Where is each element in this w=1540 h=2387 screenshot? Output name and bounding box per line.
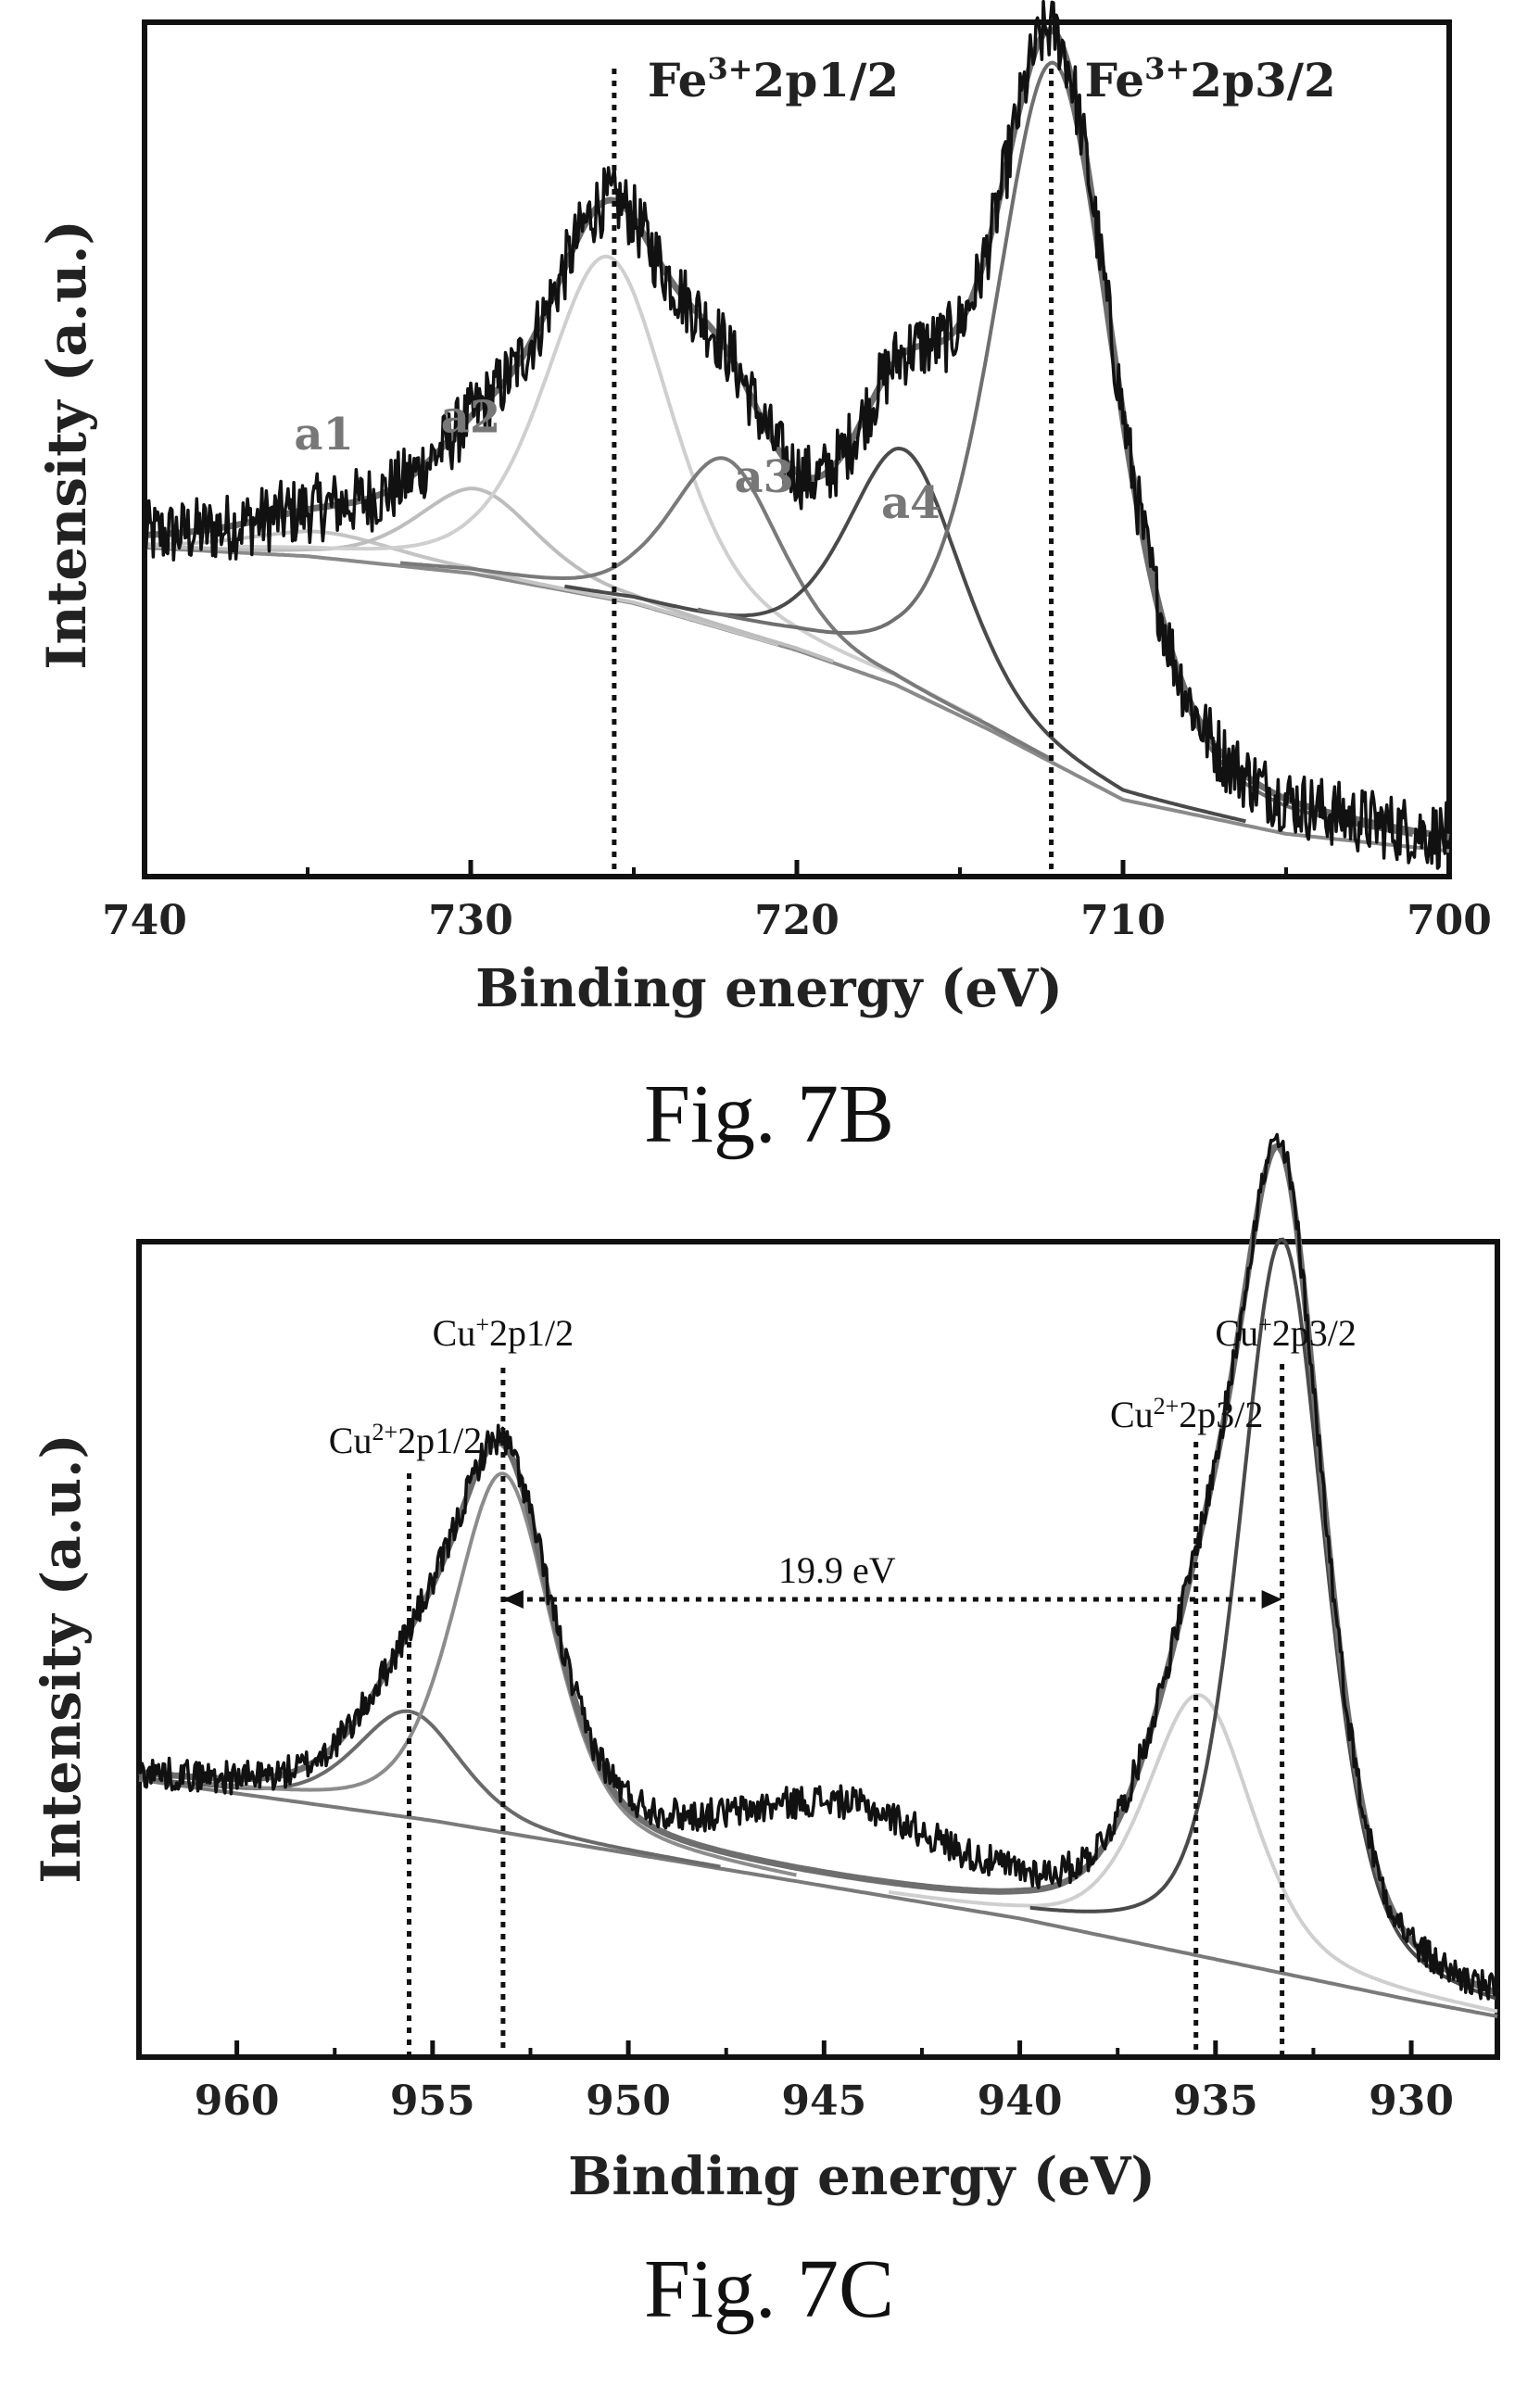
chart-fig-7b: Fe3+2p1/2 Fe3+2p3/2 740 730 720 710 700 a1 a2a… bbox=[35, 0, 1492, 1160]
curves-group-7b bbox=[143, 0, 1451, 870]
x-tick-label-1-5: 935 bbox=[1173, 2078, 1258, 2125]
x-axis-ticks-7b: 740 730 720 710 700 bbox=[102, 860, 1492, 944]
x-axis-label-7c: Binding energy (eV) bbox=[568, 2146, 1155, 2207]
component-label-a2: a2 bbox=[441, 392, 501, 444]
x-tick-label-1-6: 930 bbox=[1369, 2078, 1454, 2125]
x-tick-label-0-1: 730 bbox=[428, 897, 513, 944]
component-label-a4: a4 bbox=[881, 477, 941, 529]
x-tick-label-0-2: 720 bbox=[754, 897, 839, 944]
fit-component-0-5 bbox=[564, 446, 1246, 824]
splitting-annotation-7c: 19.9 eV bbox=[502, 1549, 1282, 1609]
x-tick-label-1-2: 950 bbox=[586, 2078, 671, 2125]
fit-component-0-3 bbox=[233, 254, 983, 723]
curves-group-7c bbox=[137, 1132, 1499, 2018]
fit-component-0-4 bbox=[399, 456, 1052, 761]
fit-component-0-2 bbox=[144, 486, 835, 663]
fit-component-1-2 bbox=[209, 1471, 797, 1877]
splitting-arrowhead-left bbox=[502, 1590, 524, 1609]
x-axis-ticks-7c: 960 955 950 945 940 935 930 bbox=[137, 2040, 1454, 2125]
figure-caption-7c: Fig. 7C bbox=[644, 2243, 894, 2335]
reference-lines-7b: Fe3+2p1/2 Fe3+2p3/2 bbox=[612, 51, 1336, 877]
splitting-arrowhead-right bbox=[1261, 1590, 1282, 1609]
peak-label-7b-1: Fe3+2p1/2 bbox=[648, 51, 899, 107]
chart-fig-7c: Cu2+2p1/2 Cu+2p1/2 Cu2+2p3/2 Cu+2p3/2 960 95… bbox=[30, 1132, 1500, 2335]
x-tick-label-0-3: 710 bbox=[1080, 897, 1166, 944]
peak-label-7c-3: Cu2+2p3/2 bbox=[1110, 1393, 1263, 1436]
peak-label-7c-1: Cu2+2p1/2 bbox=[329, 1419, 482, 1462]
plot-frame-7c bbox=[136, 1239, 1500, 2060]
x-tick-label-0-4: 700 bbox=[1407, 897, 1492, 944]
component-labels-7b: a1 a2 a3 a4 bbox=[294, 392, 940, 529]
x-tick-label-1-0: 960 bbox=[195, 2078, 280, 2125]
splitting-value-label: 19.9 eV bbox=[778, 1549, 896, 1591]
y-axis-label-7c: Intensity (a.u.) bbox=[30, 1433, 93, 1884]
y-axis-label-7b: Intensity (a.u.) bbox=[35, 220, 98, 670]
fit-component-1-4 bbox=[1029, 1237, 1498, 2001]
peak-label-7c-2: Cu+2p1/2 bbox=[433, 1311, 574, 1355]
figure-caption-7b: Fig. 7B bbox=[644, 1068, 894, 1160]
component-label-a1: a1 bbox=[294, 409, 354, 461]
x-axis-label-7b: Binding energy (eV) bbox=[475, 958, 1063, 1019]
reference-lines-7c: Cu2+2p1/2 Cu+2p1/2 Cu2+2p3/2 Cu+2p3/2 bbox=[329, 1311, 1357, 2057]
fit-component-1-3 bbox=[888, 1693, 1498, 2014]
background-curve-1 bbox=[138, 1777, 1498, 2018]
peak-label-7b-2: Fe3+2p3/2 bbox=[1085, 51, 1336, 107]
raw-data-trace-1 bbox=[137, 1132, 1499, 2004]
peak-label-7c-4: Cu+2p3/2 bbox=[1215, 1311, 1356, 1355]
raw-data-trace-0 bbox=[143, 0, 1451, 870]
component-label-a3: a3 bbox=[735, 451, 795, 503]
x-tick-label-1-1: 955 bbox=[390, 2078, 475, 2125]
x-tick-label-1-3: 945 bbox=[781, 2078, 866, 2125]
x-tick-label-1-4: 940 bbox=[978, 2078, 1063, 2125]
x-tick-label-0-0: 740 bbox=[102, 897, 187, 944]
